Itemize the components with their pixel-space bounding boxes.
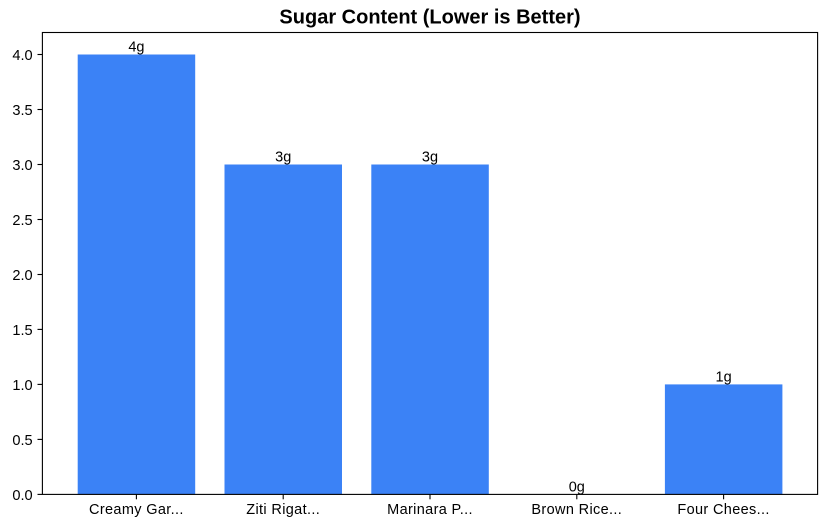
svg-text:3g: 3g <box>275 149 291 165</box>
svg-text:1g: 1g <box>716 369 732 385</box>
svg-text:Brown Rice...: Brown Rice... <box>531 502 622 518</box>
svg-text:0g: 0g <box>569 479 585 495</box>
svg-text:1.5: 1.5 <box>12 323 32 339</box>
svg-text:4.0: 4.0 <box>12 48 32 64</box>
svg-text:0.0: 0.0 <box>12 488 32 504</box>
svg-text:Ziti Rigat...: Ziti Rigat... <box>246 502 320 518</box>
svg-text:1.0: 1.0 <box>12 378 32 394</box>
svg-text:Four Chees...: Four Chees... <box>677 502 769 518</box>
svg-text:4g: 4g <box>128 39 144 55</box>
svg-text:Creamy Gar...: Creamy Gar... <box>89 502 184 518</box>
svg-text:2.5: 2.5 <box>12 213 32 229</box>
svg-text:3g: 3g <box>422 149 438 165</box>
svg-text:Marinara P...: Marinara P... <box>387 502 473 518</box>
svg-text:Sugar Content (Lower is Better: Sugar Content (Lower is Better) <box>279 7 580 29</box>
svg-text:3.0: 3.0 <box>12 158 32 174</box>
svg-text:2.0: 2.0 <box>12 268 32 284</box>
svg-text:3.5: 3.5 <box>12 103 32 119</box>
svg-text:0.5: 0.5 <box>12 433 32 449</box>
